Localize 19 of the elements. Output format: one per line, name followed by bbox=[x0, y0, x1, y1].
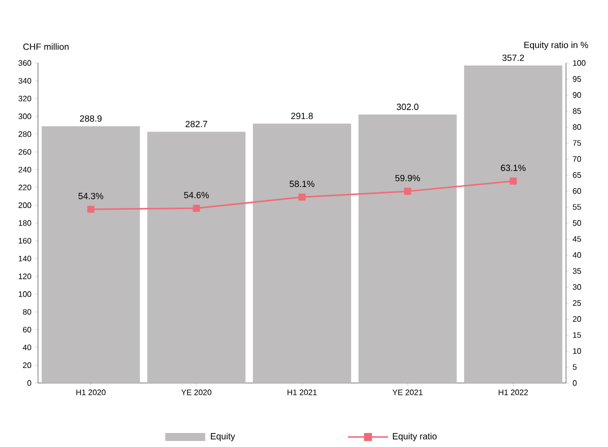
y-axis-title: CHF million bbox=[23, 43, 69, 50]
point bbox=[87, 206, 94, 213]
data-label: 291.8 bbox=[291, 112, 313, 120]
data-label: 54.6% bbox=[184, 192, 209, 198]
point bbox=[404, 188, 412, 195]
data-label: 59.9% bbox=[395, 174, 420, 182]
data-label: 302.0 bbox=[396, 104, 418, 110]
data-label: 58.1% bbox=[290, 180, 314, 188]
point bbox=[192, 204, 200, 212]
data-label: 63.1% bbox=[500, 164, 526, 172]
point bbox=[298, 194, 306, 201]
data-label: 282.7 bbox=[186, 120, 208, 128]
y2-axis-title: Equity ratio in % bbox=[524, 42, 588, 50]
data-label: 357.2 bbox=[502, 54, 524, 61]
data-label: 54.3% bbox=[78, 192, 104, 200]
legend-label: Equity bbox=[210, 432, 236, 442]
legend-label: Equity ratio bbox=[392, 432, 437, 442]
point bbox=[510, 178, 517, 185]
data-label: 288.9 bbox=[80, 115, 102, 122]
